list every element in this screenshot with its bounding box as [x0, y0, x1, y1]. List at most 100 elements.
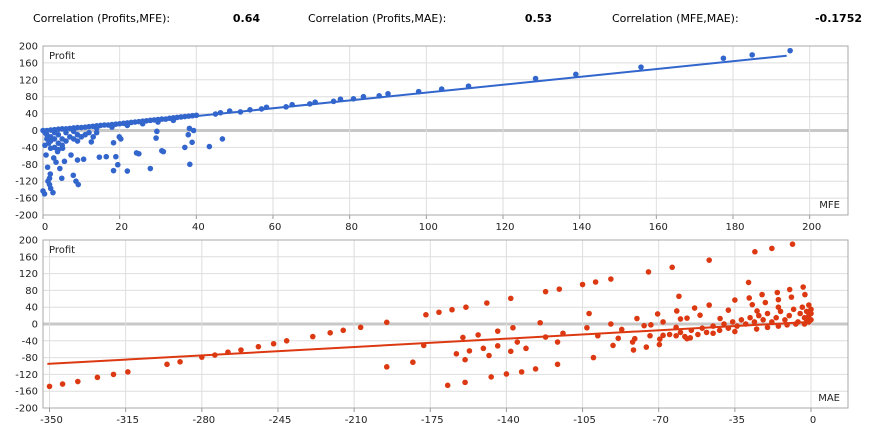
data-point	[75, 378, 81, 385]
data-point	[70, 172, 77, 179]
y-tick-label: 120	[19, 75, 38, 86]
data-point	[185, 131, 192, 138]
data-point	[775, 304, 782, 311]
y-tick-label: 200	[19, 236, 38, 247]
data-point	[773, 314, 780, 321]
data-point	[88, 139, 95, 145]
data-point	[340, 327, 347, 334]
y-tick-label: -160	[15, 387, 38, 398]
data-point	[51, 136, 58, 142]
data-point	[125, 369, 131, 375]
data-point	[691, 305, 698, 311]
y-tick-label: 40	[25, 109, 38, 120]
data-point	[532, 75, 539, 82]
data-point	[475, 332, 481, 338]
stat-label-mfe-mae: Correlation (MFE,MAE):	[612, 12, 739, 25]
data-point	[41, 191, 48, 197]
data-point	[503, 371, 510, 377]
data-point	[648, 322, 654, 328]
y-tick-label: 0	[32, 320, 38, 331]
data-point	[786, 286, 793, 293]
data-point	[44, 164, 51, 171]
y-tick-label: 200	[19, 42, 38, 53]
x-tick-label: 180	[725, 222, 744, 233]
data-point	[697, 312, 703, 318]
data-point	[732, 297, 738, 303]
data-point	[50, 189, 56, 196]
data-point	[764, 324, 771, 331]
data-point	[327, 330, 333, 336]
data-point	[725, 307, 732, 313]
data-point	[187, 161, 193, 168]
x-tick-label: -315	[116, 415, 139, 426]
data-point	[43, 152, 49, 158]
data-point	[647, 332, 653, 339]
data-point	[63, 138, 69, 144]
data-point	[186, 125, 193, 132]
x-tick-label: -210	[345, 415, 368, 426]
y-axis-label: Profit	[49, 245, 75, 256]
data-point	[510, 324, 516, 331]
x-tick-label: 160	[649, 222, 668, 233]
x-tick-label: 0	[42, 222, 48, 233]
data-point	[494, 328, 501, 334]
data-point	[383, 364, 390, 370]
data-point	[147, 165, 154, 172]
data-point	[666, 331, 673, 338]
data-point	[573, 71, 579, 78]
data-point	[55, 131, 62, 138]
data-point	[90, 134, 97, 140]
data-point	[787, 47, 793, 54]
data-point	[80, 156, 87, 163]
data-point	[808, 310, 814, 317]
data-point	[453, 351, 460, 357]
data-point	[484, 300, 490, 306]
data-point	[449, 306, 455, 313]
trend-line	[47, 320, 812, 365]
data-point	[357, 324, 364, 331]
data-point	[747, 314, 753, 321]
chart-mfe: 200 160 120 80 40 0 -40 -80 -120 -160 -200 0 20 40 60 8…	[15, 42, 849, 233]
data-point	[93, 129, 100, 136]
data-point	[710, 330, 716, 337]
y-tick-label: -160	[15, 194, 38, 205]
data-point	[153, 135, 159, 141]
data-point	[684, 335, 690, 342]
data-point	[110, 139, 117, 146]
x-tick-label: 120	[495, 222, 514, 233]
data-point	[789, 241, 796, 247]
data-point	[610, 342, 616, 349]
data-point	[782, 317, 788, 323]
data-point	[54, 148, 61, 155]
data-point	[752, 248, 758, 255]
data-point	[657, 336, 663, 342]
data-point	[46, 383, 53, 390]
data-point	[760, 317, 766, 323]
x-tick-label: 80	[345, 222, 358, 233]
data-point	[656, 341, 663, 348]
data-point	[695, 331, 701, 338]
data-point	[463, 304, 469, 311]
data-point	[706, 257, 712, 263]
data-point	[769, 245, 775, 252]
data-point	[542, 288, 549, 295]
data-point	[788, 294, 795, 300]
data-point	[808, 306, 814, 313]
stat-value-profits-mfe: 0.64	[232, 12, 260, 25]
data-point	[283, 338, 290, 344]
data-point	[46, 175, 53, 182]
data-point	[717, 315, 723, 322]
data-point	[113, 153, 119, 160]
data-point	[732, 328, 738, 335]
data-point	[755, 312, 762, 319]
data-point	[608, 276, 614, 282]
data-point	[584, 324, 590, 331]
data-point	[507, 295, 514, 302]
x-tick-label: -35	[729, 415, 745, 426]
data-point	[436, 309, 442, 316]
data-point	[777, 308, 784, 315]
data-point	[759, 291, 765, 298]
data-point	[643, 344, 650, 350]
y-axis-label: Profit	[49, 51, 75, 62]
